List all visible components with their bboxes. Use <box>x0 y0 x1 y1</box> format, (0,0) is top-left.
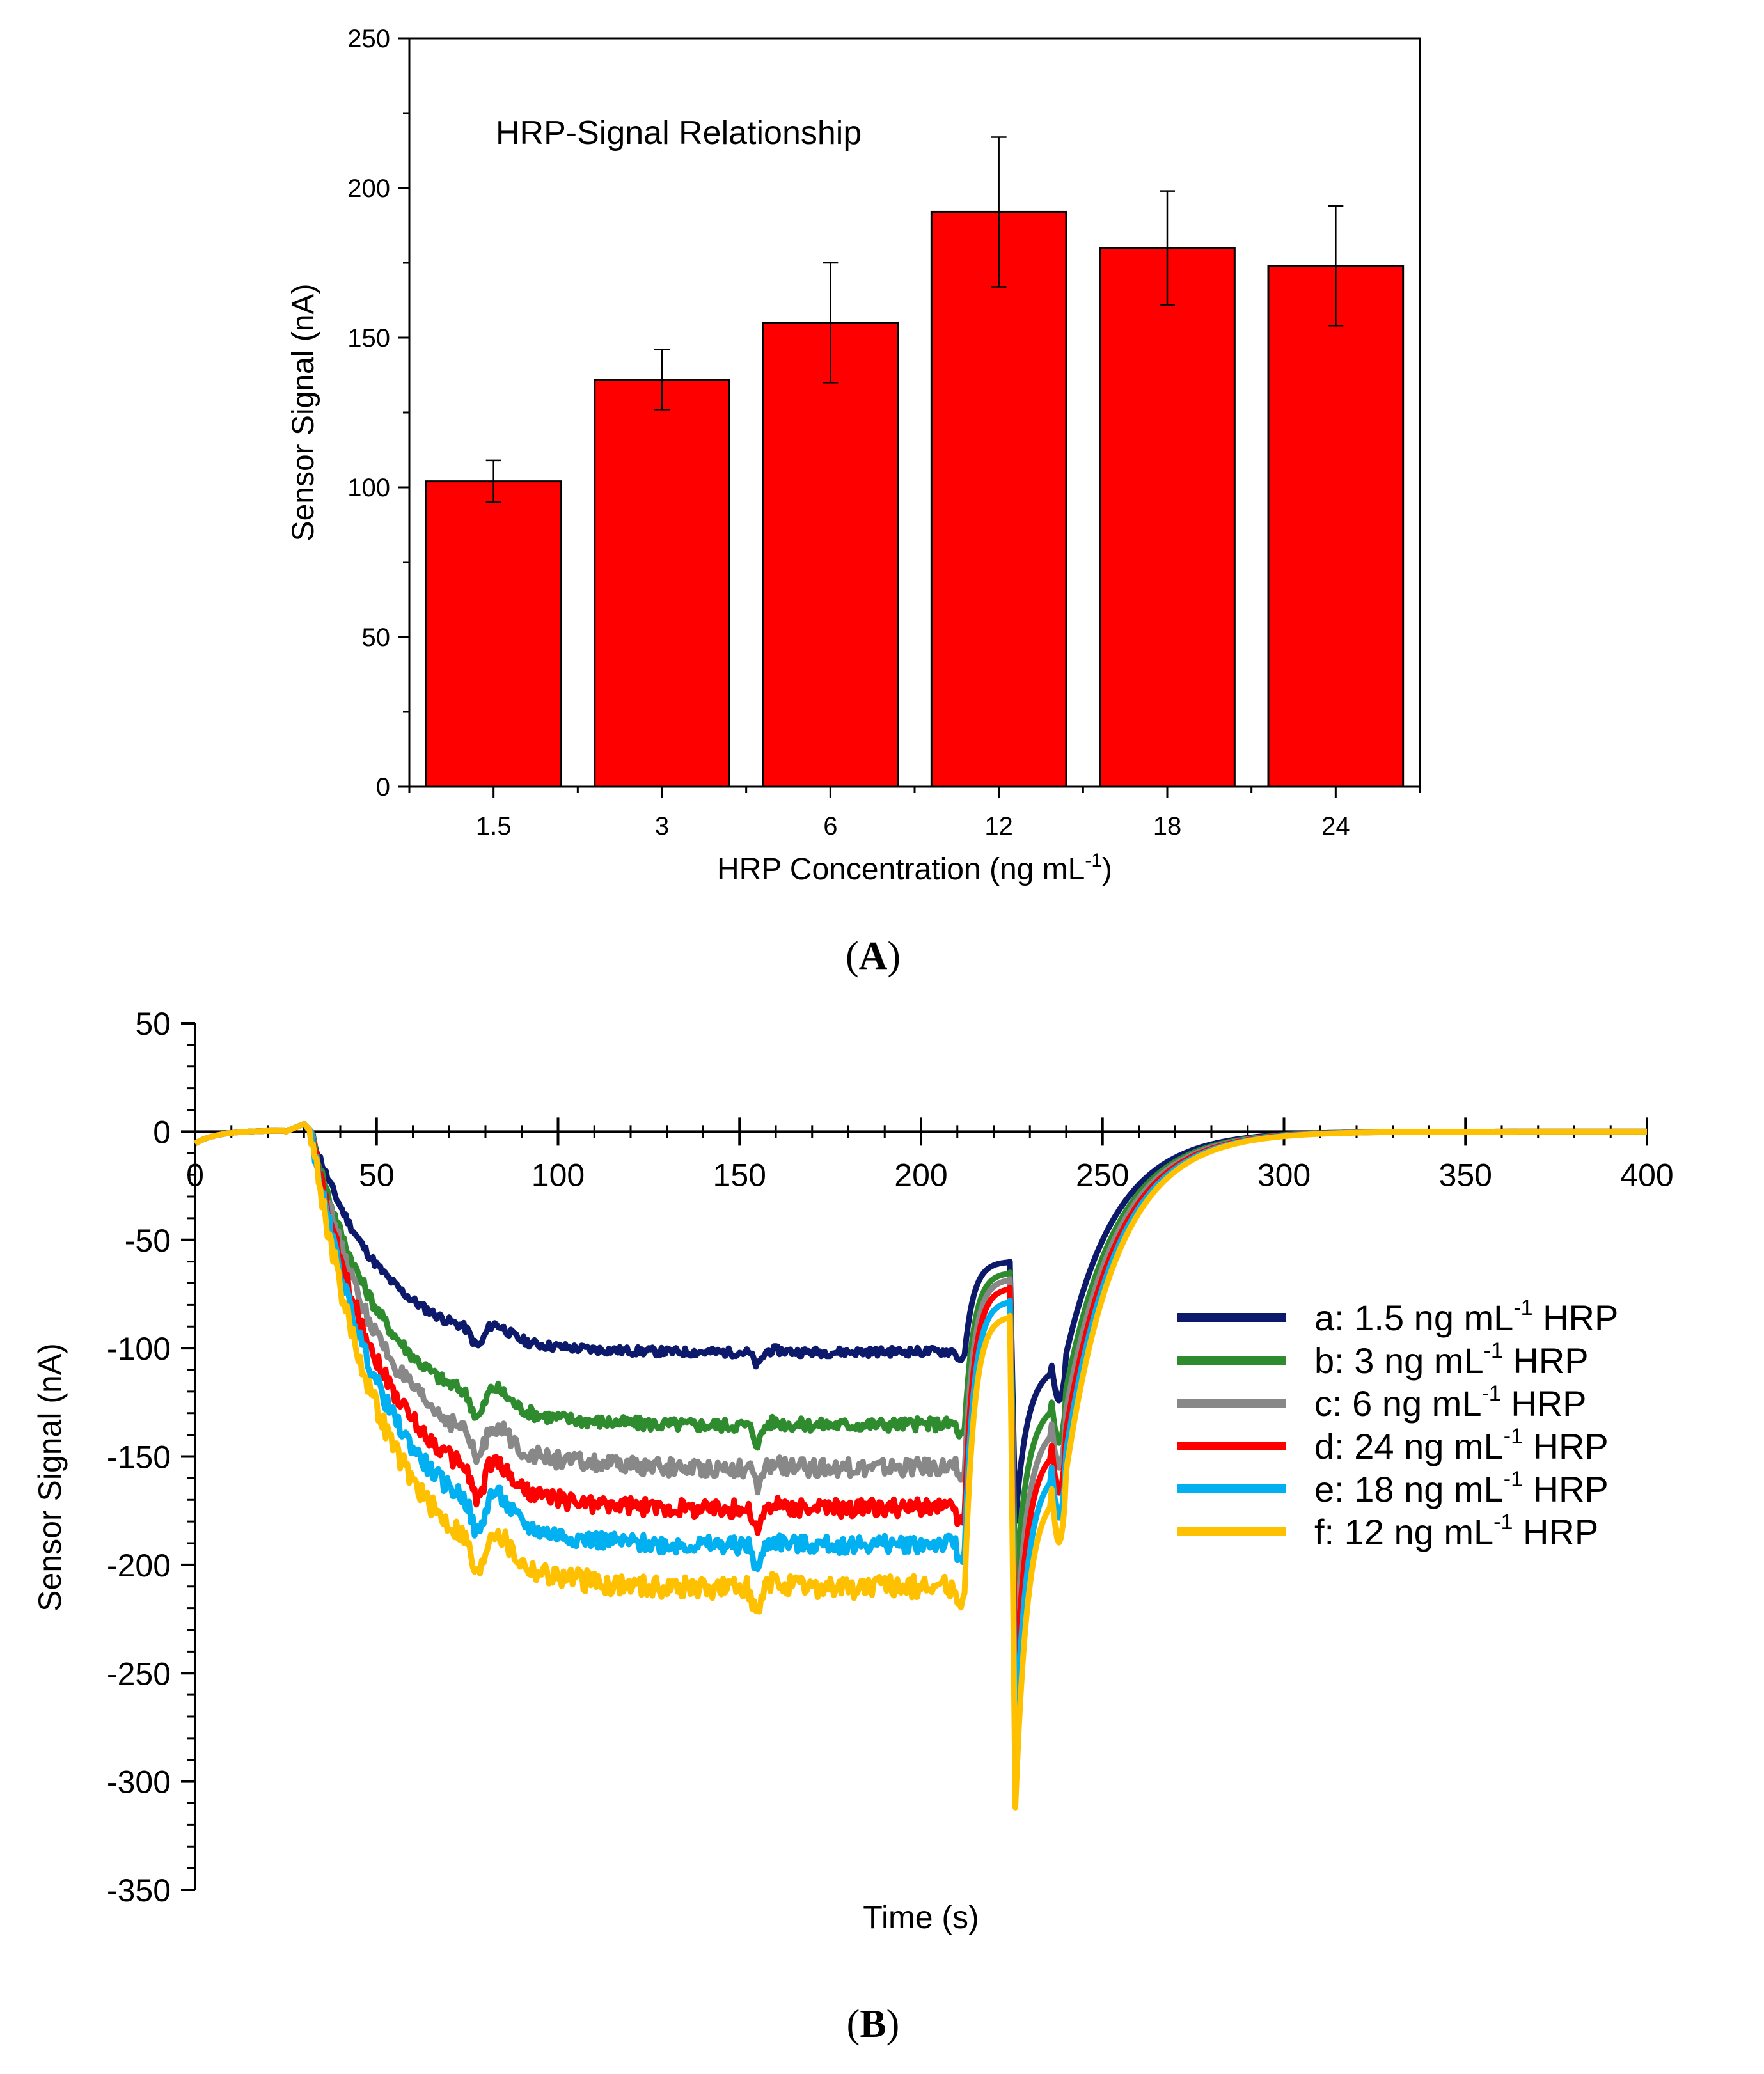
bar <box>1267 265 1405 788</box>
panel-label-b: (B) <box>847 2002 900 2046</box>
x-tick-label: 1.5 <box>476 812 512 840</box>
x-axis-label-superscript: -1 <box>1085 850 1102 871</box>
error-bar <box>1160 190 1175 306</box>
x-tick-label: 0 <box>186 1157 204 1193</box>
y-tick-label: -50 <box>125 1223 171 1259</box>
x-tick-label: 24 <box>1321 812 1350 840</box>
x-tick-label: 12 <box>984 812 1013 840</box>
y-tick-label: -150 <box>107 1440 171 1475</box>
y-tick-label: 50 <box>362 624 391 652</box>
x-tick-label: 200 <box>894 1157 947 1193</box>
y-axis-label-b: Sensor Signal (nA) <box>32 1343 68 1612</box>
error-bar <box>823 262 839 384</box>
x-axis-label: HRP Concentration (ng mL-1) <box>717 850 1112 886</box>
bar <box>930 210 1067 788</box>
y-tick-label: 0 <box>376 773 390 801</box>
error-bar <box>1328 205 1344 327</box>
y-tick-label: -250 <box>107 1656 171 1692</box>
legend-label: e: 18 ng mL-1 HRP <box>1314 1467 1609 1509</box>
x-tick-label: 50 <box>359 1157 395 1193</box>
y-tick-label: 50 <box>135 1006 171 1042</box>
legend-label: a: 1.5 ng mL-1 HRP <box>1314 1296 1618 1338</box>
x-tick-label: 350 <box>1439 1157 1492 1193</box>
x-tick-label: 6 <box>823 812 837 840</box>
legend-label: f: 12 ng mL-1 HRP <box>1314 1510 1598 1552</box>
x-axis: 1.5 3 6 12 18 24 <box>408 787 1421 840</box>
y-tick-label: 0 <box>153 1114 171 1150</box>
legend-label: b: 3 ng mL-1 HRP <box>1314 1339 1589 1381</box>
x-axis-label-b: Time (s) <box>863 1899 979 1935</box>
x-tick-label: 18 <box>1153 812 1182 840</box>
y-tick-label: -300 <box>107 1764 171 1800</box>
legend-label: c: 6 ng mL-1 HRP <box>1314 1381 1587 1424</box>
y-tick-label: -200 <box>107 1548 171 1583</box>
x-tick-label: 400 <box>1620 1157 1673 1193</box>
y-axis-label: Sensor Signal (nA) <box>287 284 320 542</box>
legend-label: d: 24 ng mL-1 HRP <box>1314 1424 1609 1466</box>
x-tick-label: 250 <box>1076 1157 1129 1193</box>
y-axis: 0 50 100 150 200 250 <box>347 25 409 801</box>
y-tick-label: 200 <box>347 175 390 203</box>
bars-group <box>425 136 1405 788</box>
y-tick-label: 250 <box>347 25 390 53</box>
y-tick-label: -350 <box>107 1873 171 1908</box>
x-tick-label: 300 <box>1257 1157 1311 1193</box>
bar <box>1099 247 1236 788</box>
error-bar <box>485 459 501 503</box>
series-lines <box>193 1121 1648 1811</box>
panel-label-a: (A) <box>846 934 901 978</box>
error-bar <box>991 136 1007 288</box>
chart-annotation: HRP-Signal Relationship <box>496 114 862 152</box>
bar <box>762 322 899 788</box>
y-tick-label: 150 <box>347 324 390 352</box>
series-line <box>193 1121 1648 1811</box>
error-bar <box>654 349 670 411</box>
bar-chart-hrp-signal: 0 50 100 150 200 250 1.5 3 6 12 18 24 HRP-Signal R… <box>287 25 1421 978</box>
y-tick-label: 100 <box>347 474 390 502</box>
x-tick-label: 100 <box>532 1157 585 1193</box>
x-tick-label: 150 <box>713 1157 766 1193</box>
x-tick-label: 3 <box>655 812 669 840</box>
y-tick-label: -100 <box>107 1331 171 1367</box>
